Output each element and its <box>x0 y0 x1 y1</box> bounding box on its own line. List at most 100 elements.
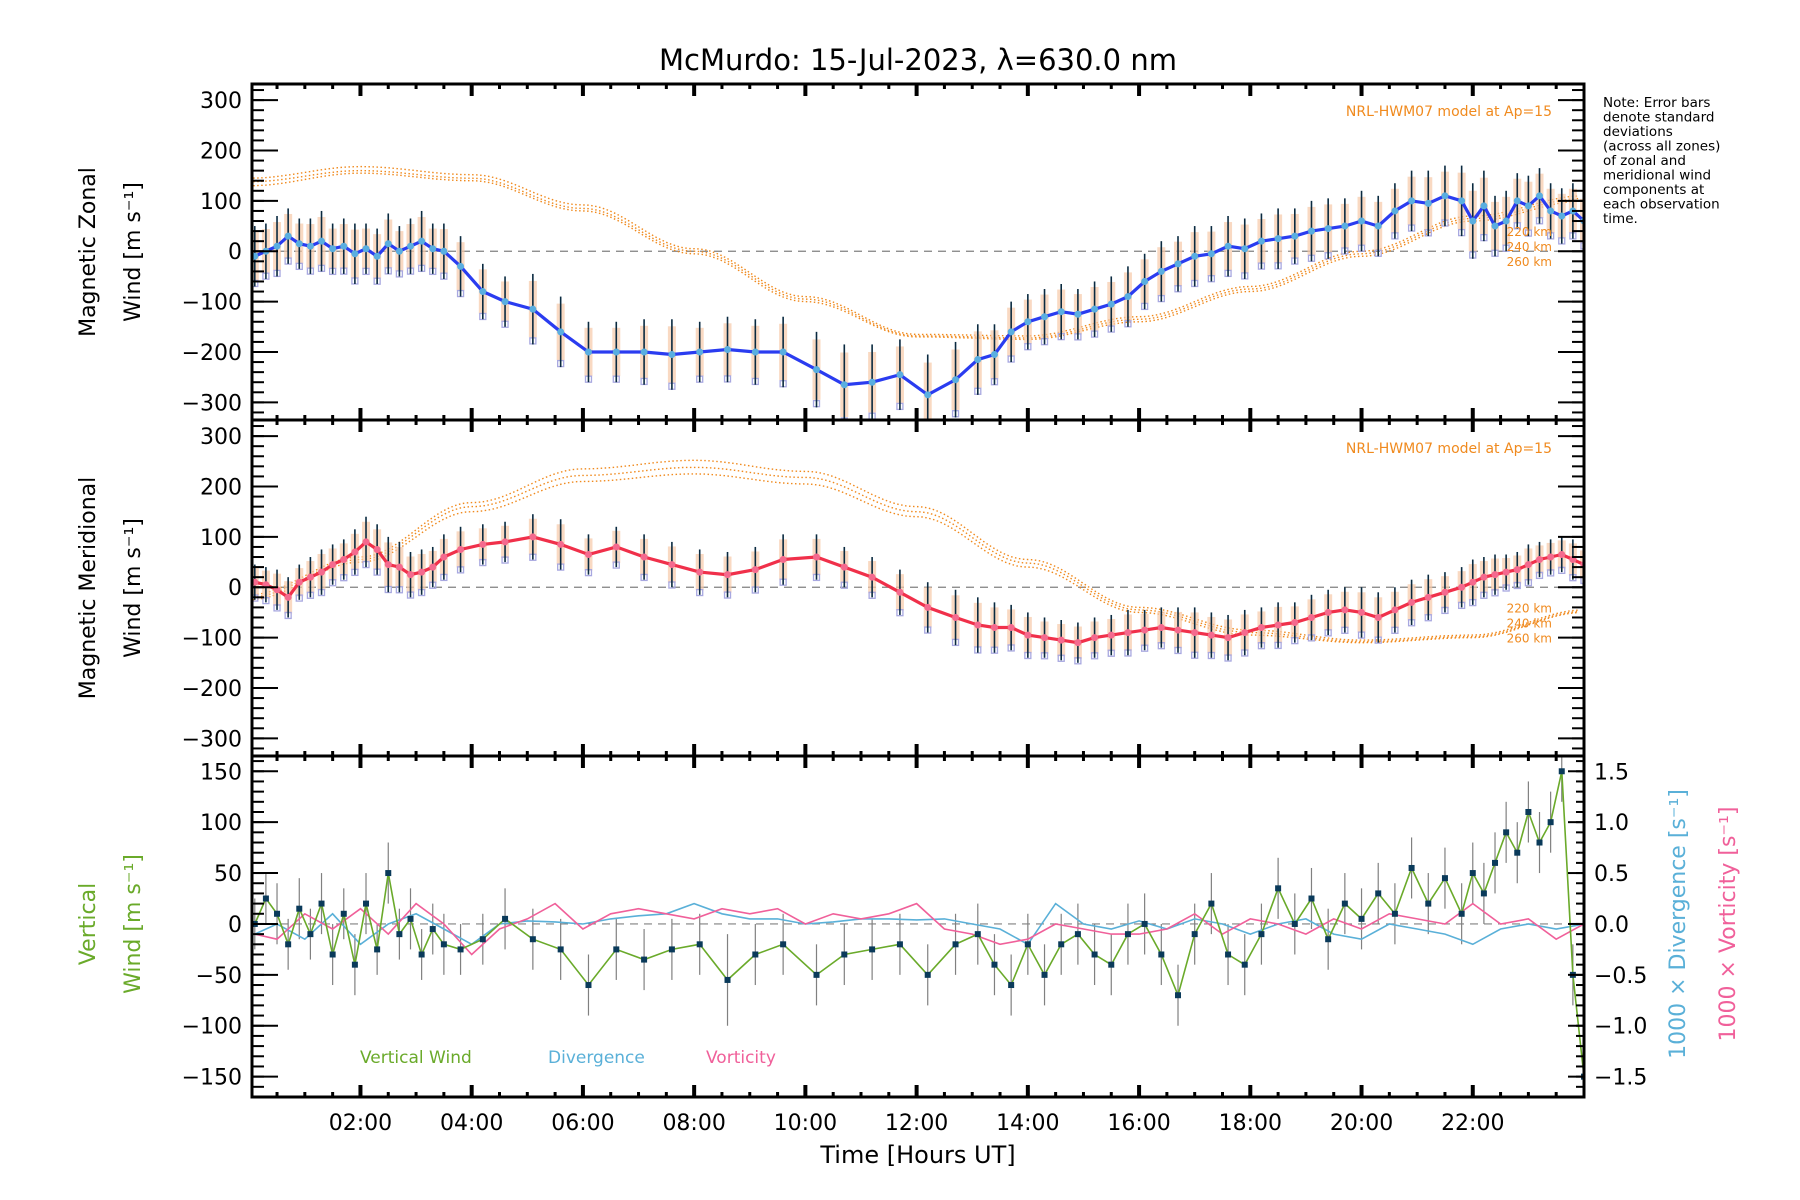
model-curve-alt_260 <box>252 459 1579 641</box>
zonal-wind-point <box>362 245 370 253</box>
vertical-wind-point <box>924 971 931 978</box>
meridional-wind-point <box>1041 634 1049 642</box>
x-tick-label: 12:00 <box>885 1111 948 1136</box>
vertical-wind-point <box>1525 808 1532 815</box>
meridional-wind-point <box>1391 606 1399 614</box>
zonal-wind-point <box>1469 217 1477 225</box>
vertical-wind-point <box>262 895 269 902</box>
right-axis-tick-label: 0.5 <box>1594 862 1629 887</box>
vertical-wind-point <box>696 941 703 948</box>
zonal-wind-point <box>429 245 437 253</box>
vertical-wind-point <box>1225 951 1232 958</box>
vertical-wind-point <box>724 976 731 983</box>
zonal-wind-point <box>1124 293 1132 301</box>
x-tick-label: 14:00 <box>996 1111 1059 1136</box>
zonal-wind-point <box>1257 237 1265 245</box>
vertical-wind-point <box>285 941 292 948</box>
vertical-wind-point <box>1358 915 1365 922</box>
zonal-wind-point <box>1224 242 1232 250</box>
zonal-wind-point <box>1241 245 1249 253</box>
meridional-wind-point <box>1241 629 1249 637</box>
zonal-wind-point <box>1191 252 1199 260</box>
meridional-wind-point <box>1174 626 1182 634</box>
zonal-wind-point <box>974 356 982 364</box>
y-tick-label: 100 <box>200 811 242 836</box>
vertical-wind-point <box>1408 864 1415 871</box>
meridional-wind-point <box>1124 629 1132 637</box>
vorticity-line <box>254 902 1584 956</box>
zonal-wind-point <box>1480 202 1488 210</box>
x-axis: 02:00 04:00 06:00 08:00 10:00 12:00 14:00 16:00… <box>329 1111 1505 1136</box>
legend-vertical-wind: Vertical Wind <box>360 1048 472 1068</box>
right-axis-tick-label: 1.5 <box>1594 760 1629 785</box>
meridional-wind-point <box>1502 568 1510 576</box>
zonal-wind-point <box>868 378 876 386</box>
zonal-wind-point <box>1091 305 1099 313</box>
meridional-wind-point <box>1091 634 1099 642</box>
zonal-wind-point <box>1041 313 1049 321</box>
meridional-wind-point <box>295 578 303 586</box>
vertical-wind-point <box>1024 941 1031 948</box>
meridional-wind-point <box>668 561 676 569</box>
legend-vorticity: Vorticity <box>706 1048 776 1068</box>
vertical-wind-point <box>307 931 314 938</box>
y-tick-label: 0 <box>228 913 242 938</box>
x-tick-label: 22:00 <box>1441 1111 1504 1136</box>
vertical-wind-point <box>1325 936 1332 943</box>
y-tick-label: −50 <box>196 964 242 989</box>
meridional-wind-point <box>779 556 787 564</box>
vertical-wind-point <box>418 951 425 958</box>
zonal-wind-point <box>1458 197 1466 205</box>
meridional-wind-point <box>1558 551 1566 559</box>
meridional-wind-point <box>974 621 982 629</box>
meridional-wind-point <box>1191 629 1199 637</box>
y-tick-label: 200 <box>200 475 242 500</box>
vertical-wind-point <box>641 956 648 963</box>
vertical-wind-point <box>274 910 281 917</box>
note-line: of zonal and <box>1603 153 1686 169</box>
x-tick-label: 16:00 <box>1107 1111 1170 1136</box>
vertical-ylabel-line2: Wind [m s⁻¹] <box>121 854 146 994</box>
vertical-wind-point <box>813 971 820 978</box>
meridional-wind-point <box>373 545 381 553</box>
vertical-wind-point <box>1141 920 1148 927</box>
note-line: denote standard <box>1603 110 1714 126</box>
plot-area-zonal <box>252 165 1584 420</box>
vertical-wind-point <box>752 951 759 958</box>
x-tick-label: 02:00 <box>329 1111 392 1136</box>
zonal-wind-point <box>779 348 787 356</box>
zonal-wind-point <box>407 242 415 250</box>
vertical-wind-point <box>1058 941 1065 948</box>
vertical-wind-point <box>407 915 414 922</box>
meridional-wind-point <box>640 553 648 561</box>
zonal-wind-point <box>1502 217 1510 225</box>
zonal-wind-point <box>1207 250 1215 258</box>
vertical-wind-point <box>1503 829 1510 836</box>
right-axis-tick-label: −1.0 <box>1594 1015 1647 1040</box>
meridional-wind-point <box>1458 583 1466 591</box>
meridional-wind-point <box>612 543 620 551</box>
y-tick-label: 0 <box>228 240 242 265</box>
chart-title: McMurdo: 15-Jul-2023, λ=630.0 nm <box>659 43 1177 77</box>
model-altitude-label: 220 km <box>1507 225 1552 239</box>
vertical-wind-point <box>340 910 347 917</box>
meridional-wind-point <box>990 624 998 632</box>
vertical-wind-point <box>869 946 876 953</box>
meridional-wind-point <box>252 578 259 586</box>
meridional-wind-point <box>1257 624 1265 632</box>
zonal-wind-point <box>1424 199 1432 207</box>
zonal-ylabel-line1: Magnetic Zonal <box>76 167 101 337</box>
zonal-wind-point <box>751 348 759 356</box>
y-tick-label: 50 <box>214 862 242 887</box>
vertical-wind-point <box>1258 931 1265 938</box>
vertical-wind-point <box>952 941 959 948</box>
plot-area-vertical <box>252 756 1584 1097</box>
x-tick-label: 18:00 <box>1219 1111 1282 1136</box>
vertical-wind-point <box>429 926 436 933</box>
vertical-wind-point <box>1108 961 1115 968</box>
meridional-wind-point <box>952 613 960 621</box>
zonal-wind-point <box>252 252 259 260</box>
vertical-wind-point <box>1275 885 1282 892</box>
right-axis-tick-label: −0.5 <box>1594 964 1647 989</box>
vertical-wind-point <box>363 900 370 907</box>
